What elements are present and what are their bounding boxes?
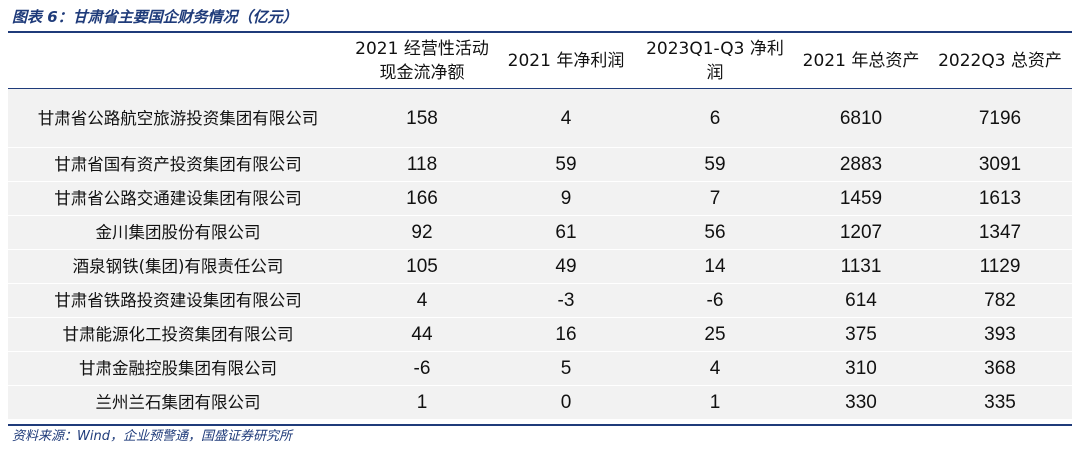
total-assets-2022-cell: 368: [928, 351, 1072, 386]
net-profit-2023-cell: -6: [636, 283, 794, 318]
header-total-assets-2021: 2021 年总资产: [794, 33, 928, 89]
table-title: 图表 6：甘肃省主要国企财务情况（亿元）: [12, 8, 298, 26]
net-profit-2021-cell: 5: [496, 351, 636, 386]
operating-cash-flow-cell: -6: [348, 351, 496, 386]
company-name: 甘肃省国有资产投资集团有限公司: [8, 147, 348, 182]
total-assets-2022-cell: 393: [928, 317, 1072, 352]
total-assets-2022-cell: 1129: [928, 249, 1072, 284]
total-assets-2021-cell: 1131: [794, 249, 928, 284]
total-assets-2021-cell: 6810: [794, 88, 928, 148]
total-assets-2022-cell: 335: [928, 385, 1072, 420]
total-assets-2022-cell: 3091: [928, 147, 1072, 182]
net-profit-2021-cell: 61: [496, 215, 636, 250]
operating-cash-flow-cell: 4: [348, 283, 496, 318]
total-assets-2021-cell: 330: [794, 385, 928, 420]
table-row: 兰州兰石集团有限公司 1 0 1 330 335: [8, 385, 1072, 420]
company-name: 甘肃能源化工投资集团有限公司: [8, 317, 348, 352]
table-row: 甘肃省公路航空旅游投资集团有限公司 158 4 6 6810 7196: [8, 88, 1072, 148]
header-net-profit-2023q1q3: 2023Q1-Q3 净利润: [636, 33, 794, 89]
total-assets-2021-cell: 375: [794, 317, 928, 352]
company-name: 甘肃省公路交通建设集团有限公司: [8, 181, 348, 216]
net-profit-2023-cell: 1: [636, 385, 794, 420]
net-profit-2021-cell: 49: [496, 249, 636, 284]
table-row: 金川集团股份有限公司 92 61 56 1207 1347: [8, 215, 1072, 250]
operating-cash-flow-cell: 1: [348, 385, 496, 420]
table-row: 酒泉钢铁(集团)有限责任公司 105 49 14 1131 1129: [8, 249, 1072, 284]
operating-cash-flow-cell: 92: [348, 215, 496, 250]
company-name: 甘肃金融控股集团有限公司: [8, 351, 348, 386]
net-profit-2023-cell: 7: [636, 181, 794, 216]
net-profit-2023-cell: 25: [636, 317, 794, 352]
bottom-divider: [8, 424, 1072, 426]
company-name: 甘肃省铁路投资建设集团有限公司: [8, 283, 348, 318]
net-profit-2021-cell: -3: [496, 283, 636, 318]
table-header: 2021 经营性活动现金流净额 2021 年净利润 2023Q1-Q3 净利润 …: [8, 33, 1072, 89]
header-company: [8, 33, 348, 89]
total-assets-2021-cell: 1459: [794, 181, 928, 216]
total-assets-2022-cell: 1347: [928, 215, 1072, 250]
total-assets-2021-cell: 614: [794, 283, 928, 318]
company-name: 金川集团股份有限公司: [8, 215, 348, 250]
net-profit-2021-cell: 9: [496, 181, 636, 216]
company-name: 兰州兰石集团有限公司: [8, 385, 348, 420]
header-operating-cash-flow-2021: 2021 经营性活动现金流净额: [348, 33, 496, 89]
net-profit-2023-cell: 6: [636, 88, 794, 148]
total-assets-2022-cell: 7196: [928, 88, 1072, 148]
total-assets-2021-cell: 1207: [794, 215, 928, 250]
financial-table: 2021 经营性活动现金流净额 2021 年净利润 2023Q1-Q3 净利润 …: [8, 33, 1072, 420]
table-row: 甘肃能源化工投资集团有限公司 44 16 25 375 393: [8, 317, 1072, 352]
table-row: 甘肃金融控股集团有限公司 -6 5 4 310 368: [8, 351, 1072, 386]
total-assets-2022-cell: 1613: [928, 181, 1072, 216]
net-profit-2023-cell: 56: [636, 215, 794, 250]
total-assets-2022-cell: 782: [928, 283, 1072, 318]
net-profit-2023-cell: 4: [636, 351, 794, 386]
operating-cash-flow-cell: 105: [348, 249, 496, 284]
company-name: 酒泉钢铁(集团)有限责任公司: [8, 249, 348, 284]
net-profit-2023-cell: 59: [636, 147, 794, 182]
net-profit-2021-cell: 4: [496, 88, 636, 148]
table-row: 甘肃省国有资产投资集团有限公司 118 59 59 2883 3091: [8, 147, 1072, 182]
operating-cash-flow-cell: 158: [348, 88, 496, 148]
header-net-profit-2021: 2021 年净利润: [496, 33, 636, 89]
operating-cash-flow-cell: 44: [348, 317, 496, 352]
header-row: 2021 经营性活动现金流净额 2021 年净利润 2023Q1-Q3 净利润 …: [8, 33, 1072, 89]
net-profit-2021-cell: 59: [496, 147, 636, 182]
net-profit-2023-cell: 14: [636, 249, 794, 284]
total-assets-2021-cell: 310: [794, 351, 928, 386]
net-profit-2021-cell: 16: [496, 317, 636, 352]
operating-cash-flow-cell: 118: [348, 147, 496, 182]
total-assets-2021-cell: 2883: [794, 147, 928, 182]
operating-cash-flow-cell: 166: [348, 181, 496, 216]
title-divider: [8, 31, 1072, 33]
table-body: 甘肃省公路航空旅游投资集团有限公司 158 4 6 6810 7196 甘肃省国…: [8, 88, 1072, 420]
net-profit-2021-cell: 0: [496, 385, 636, 420]
source-note: 资料来源：Wind，企业预警通，国盛证券研究所: [12, 429, 292, 444]
header-total-assets-2022q3: 2022Q3 总资产: [928, 33, 1072, 89]
company-name: 甘肃省公路航空旅游投资集团有限公司: [8, 88, 348, 148]
table-row: 甘肃省公路交通建设集团有限公司 166 9 7 1459 1613: [8, 181, 1072, 216]
table-row: 甘肃省铁路投资建设集团有限公司 4 -3 -6 614 782: [8, 283, 1072, 318]
